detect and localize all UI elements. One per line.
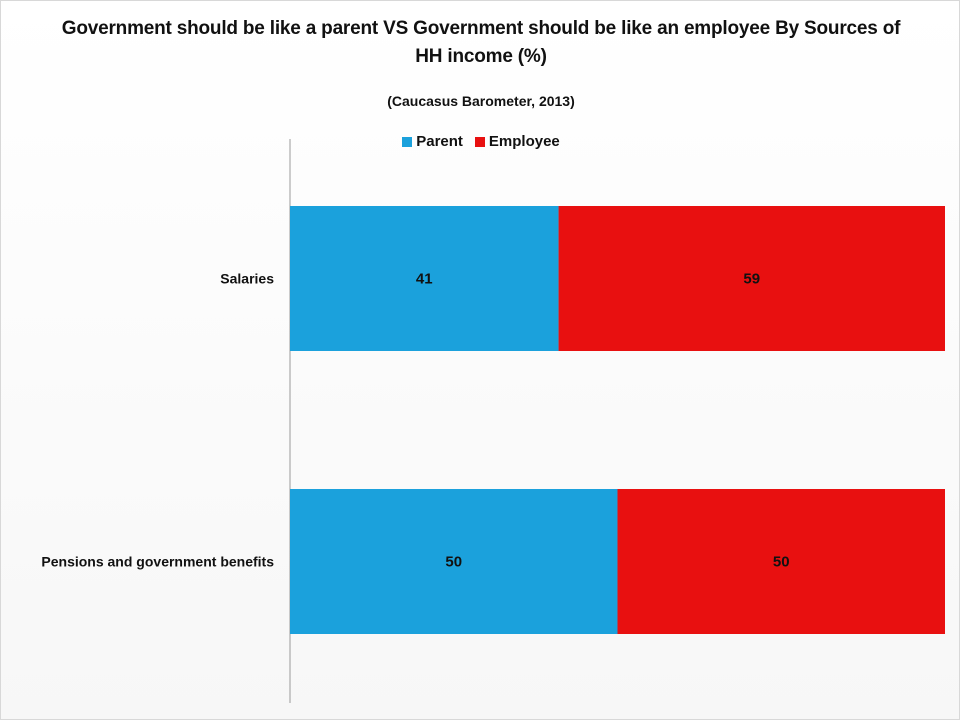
legend-item-employee: Employee bbox=[474, 133, 560, 150]
chart-subtitle: (Caucasus Barometer, 2013) bbox=[387, 93, 575, 109]
legend-swatch-parent bbox=[402, 136, 413, 147]
data-label-parent-salaries: 41 bbox=[416, 271, 433, 288]
legend-swatch-employee bbox=[474, 136, 485, 147]
data-label-employee-pensions-and-government-benefits: 50 bbox=[773, 554, 790, 571]
bar-parent-pensions-and-government-benefits bbox=[290, 489, 618, 634]
bar-employee-salaries bbox=[558, 206, 945, 351]
category-label-salaries: Salaries bbox=[220, 271, 274, 287]
data-label-parent-pensions-and-government-benefits: 50 bbox=[445, 554, 462, 571]
legend-item-parent: Parent bbox=[402, 133, 463, 150]
legend-label-employee: Employee bbox=[488, 133, 560, 150]
data-label-employee-salaries: 59 bbox=[743, 271, 760, 288]
chart-title: Government should be like a parent VS Go… bbox=[61, 18, 901, 67]
bar-parent-salaries bbox=[290, 206, 559, 351]
legend-label-parent: Parent bbox=[416, 133, 463, 150]
category-label-pensions-and-government-benefits: Pensions and government benefits bbox=[41, 554, 274, 570]
bar-employee-pensions-and-government-benefits bbox=[617, 489, 945, 634]
legend: Parent Employee bbox=[1, 133, 960, 150]
